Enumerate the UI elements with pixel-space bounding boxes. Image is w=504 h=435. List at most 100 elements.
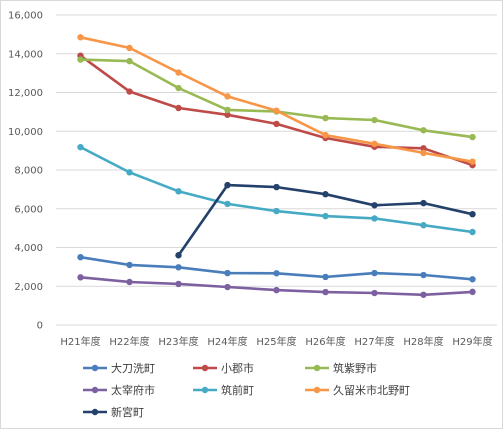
y-axis-ticks: 0 2,000 4,000 6,000 8,000 10,000 12,000 14,000 1… — [8, 11, 43, 332]
x-tick-label: H24年度 — [207, 335, 247, 348]
legend-label: 大刀洗町 — [111, 361, 155, 375]
data-point — [126, 57, 133, 65]
x-tick-label: H28年度 — [403, 335, 443, 348]
data-point — [420, 271, 427, 279]
data-point — [77, 34, 84, 41]
data-point — [371, 269, 378, 277]
x-tick-label: H26年度 — [305, 335, 345, 348]
data-point — [224, 106, 231, 114]
legend-item: 太宰府市 — [83, 383, 155, 397]
legend-swatch-marker — [91, 364, 99, 372]
data-point — [322, 273, 329, 281]
data-point — [420, 145, 427, 152]
data-point — [420, 149, 427, 157]
data-point — [175, 84, 182, 92]
legend-label: 太宰府市 — [111, 383, 155, 397]
data-point — [273, 207, 280, 215]
data-point — [273, 120, 280, 128]
series-5 — [77, 143, 476, 236]
legend-item: 新宮町 — [83, 405, 144, 419]
data-point — [371, 140, 378, 148]
data-point — [371, 289, 378, 297]
series-lines — [77, 34, 476, 298]
y-tick-label: 0 — [37, 321, 43, 332]
data-point — [371, 116, 378, 124]
legend-item: 筑紫野市 — [305, 361, 377, 375]
x-axis-ticks: H21年度 H22年度 H23年度 H24年度 H25年度 H26年度 H27年度 H28年度… — [60, 335, 492, 348]
data-point — [420, 199, 427, 207]
data-point — [175, 188, 182, 195]
data-point — [371, 215, 378, 222]
y-tick-label: 8,000 — [14, 166, 43, 177]
data-point — [224, 111, 231, 118]
data-point — [175, 104, 182, 112]
data-point — [126, 261, 133, 269]
x-tick-label: H27年度 — [354, 335, 394, 348]
data-point — [126, 44, 133, 52]
data-point — [77, 56, 84, 63]
data-point — [371, 202, 378, 209]
data-point — [469, 158, 476, 165]
data-point — [322, 191, 329, 198]
x-tick-label: H23年度 — [158, 335, 198, 348]
y-tick-label: 14,000 — [8, 49, 43, 60]
data-point — [469, 210, 476, 218]
data-point — [224, 93, 231, 100]
series-1 — [77, 253, 476, 283]
data-point — [273, 286, 280, 294]
data-point — [420, 291, 427, 298]
data-point — [273, 270, 280, 277]
series-7 — [175, 181, 476, 259]
legend-swatch-marker — [91, 386, 99, 394]
data-point — [77, 143, 84, 151]
data-point — [273, 107, 280, 114]
data-point — [469, 288, 476, 296]
data-point — [126, 88, 133, 95]
x-tick-label: H25年度 — [256, 335, 296, 348]
x-tick-label: H22年度 — [109, 335, 149, 348]
data-point — [469, 276, 476, 283]
legend-swatch-marker — [313, 364, 321, 372]
legend-label: 小郡市 — [221, 361, 254, 375]
legend-swatch-marker — [91, 408, 99, 416]
series-line — [80, 36, 473, 163]
data-point — [126, 169, 133, 176]
x-tick-label: H29年度 — [452, 335, 492, 348]
legend-item: 久留米市北野町 — [305, 383, 410, 397]
x-tick-label: H21年度 — [60, 335, 100, 348]
data-point — [175, 252, 182, 259]
legend-item: 筑前町 — [193, 383, 254, 397]
legend-label: 新宮町 — [111, 405, 144, 419]
data-point — [322, 212, 329, 220]
series-3 — [77, 56, 476, 141]
data-point — [224, 181, 231, 189]
data-point — [175, 69, 182, 76]
data-point — [322, 114, 329, 122]
legend-label: 久留米市北野町 — [333, 383, 410, 397]
data-point — [77, 253, 84, 261]
legend-item: 小郡市 — [193, 361, 254, 375]
y-tick-label: 12,000 — [8, 88, 43, 99]
legend-swatch-marker — [201, 364, 209, 372]
legend-label: 筑紫野市 — [333, 361, 377, 375]
data-point — [469, 133, 476, 141]
y-tick-label: 4,000 — [14, 243, 43, 254]
data-point — [322, 288, 329, 296]
data-point — [175, 264, 182, 271]
legend-swatch-marker — [201, 386, 209, 394]
y-tick-label: 10,000 — [8, 127, 43, 138]
data-point — [469, 228, 476, 236]
y-tick-label: 2,000 — [14, 282, 43, 293]
series-4 — [77, 274, 476, 298]
data-point — [77, 274, 84, 281]
data-point — [175, 280, 182, 288]
data-point — [224, 269, 231, 277]
data-point — [420, 127, 427, 134]
y-tick-label: 16,000 — [8, 11, 43, 22]
data-point — [224, 283, 231, 291]
data-point — [224, 200, 231, 208]
data-point — [420, 222, 427, 229]
